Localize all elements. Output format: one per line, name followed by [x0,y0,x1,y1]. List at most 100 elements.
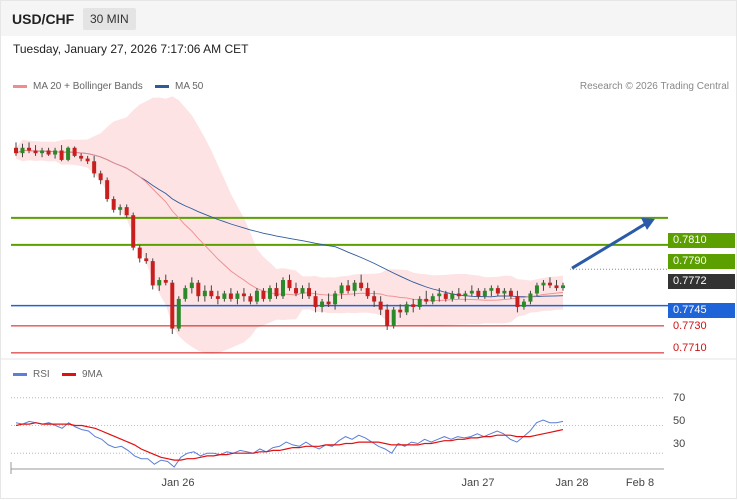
level-s1-label: 0.7730 [673,320,707,332]
legend-rsi: RSI [13,369,50,380]
rsi-tick-30: 30 [673,438,686,450]
candle-body [85,158,90,162]
candle-body [176,298,181,329]
credit-text: Research © 2026 Trading Central [579,81,729,92]
candle-body [561,285,565,289]
candle-body [339,285,344,294]
symbol-label: USD/CHF [12,11,75,27]
rsi-label: RSI [33,369,50,380]
candle-body [215,296,220,299]
rsi-swatch [13,373,27,376]
candle-body [508,290,513,297]
candle-body [515,296,520,307]
candle-body [222,293,227,299]
candle-body [267,288,272,299]
candle-body [313,296,318,307]
candle-body [502,290,507,294]
candle-body [196,282,201,297]
rsi-9ma-line [15,422,564,461]
candle-body [59,150,64,160]
legend-9ma: 9MA [62,369,103,380]
candle-body [378,301,383,310]
x-tick-jan28: Jan 28 [555,477,589,489]
candle-body [554,285,559,289]
candle-body [541,282,546,286]
ma9-label: 9MA [82,369,103,380]
candle-body [261,290,266,299]
level-s2-label: 0.7710 [673,342,707,354]
x-tick-jan27: Jan 27 [461,477,495,489]
candle-body [248,296,253,302]
candle-body [391,309,396,326]
candle-body [72,147,77,156]
candle-body [170,282,175,329]
rsi-tick-70: 70 [673,392,686,404]
candle-body [489,288,494,291]
bollinger-band-area [16,96,563,354]
legend-ma50: MA 50 [155,81,203,92]
candle-body [534,285,539,294]
candle-body [150,261,155,286]
candle-body [66,147,71,160]
candle-body [131,215,136,248]
candle-body [372,296,377,302]
candle-body [53,150,58,155]
candle-body [482,290,487,297]
candle-body [144,258,149,262]
candle-body [294,288,299,294]
chart-header: USD/CHF 30 MIN [1,1,736,36]
candle-body [411,304,416,307]
candle-body [280,280,285,297]
forecast-arrow [571,221,648,270]
candle-body [404,304,409,313]
candle-body [359,282,364,289]
level-r2-label: 0.7810 [668,233,735,248]
candle-body [189,282,194,289]
x-tick-jan26: Jan 26 [161,477,195,489]
timeframe-badge[interactable]: 30 MIN [83,8,136,30]
forecast-arrow-head [641,217,655,230]
timestamp: Tuesday, January 27, 2026 7:17:06 AM CET [13,42,249,56]
candle-body [46,150,51,155]
candle-body [521,301,526,307]
rsi-tick-50: 50 [673,415,686,427]
rsi-line [15,419,564,468]
candle-body [456,293,461,297]
candle-body [118,207,123,210]
candle-body [333,293,338,305]
ma20-swatch [13,85,27,88]
candle-body [469,290,474,294]
level-r1-label: 0.7790 [668,254,735,269]
last-price-label: 0.7772 [668,274,735,289]
candle-body [79,155,84,159]
candle-body [20,147,25,154]
ma50-label: MA 50 [175,81,204,92]
candle-body [235,293,240,299]
legend-ma20: MA 20 + Bollinger Bands [13,81,143,92]
candle-body [98,173,103,181]
candle-body [528,293,533,302]
candle-body [450,293,455,299]
candle-body [274,288,279,297]
candle-body [424,298,429,302]
candle-body [495,288,500,294]
candle-body [346,285,351,291]
candle-body [365,288,370,297]
candle-body [463,293,468,297]
x-tick-feb8: Feb 8 [625,477,655,489]
ma20-line [15,150,564,302]
candle-body [105,180,110,200]
candle-body [254,290,259,302]
candle-body [352,282,357,291]
candle-body [385,309,390,326]
candle-body [398,309,403,313]
candle-body [92,161,97,174]
candle-body [209,290,214,297]
candle-body [137,247,142,259]
candle-body [202,290,207,297]
candle-body [476,290,481,297]
candle-body [241,293,246,297]
candle-body [14,147,18,154]
candle-body [111,199,116,210]
